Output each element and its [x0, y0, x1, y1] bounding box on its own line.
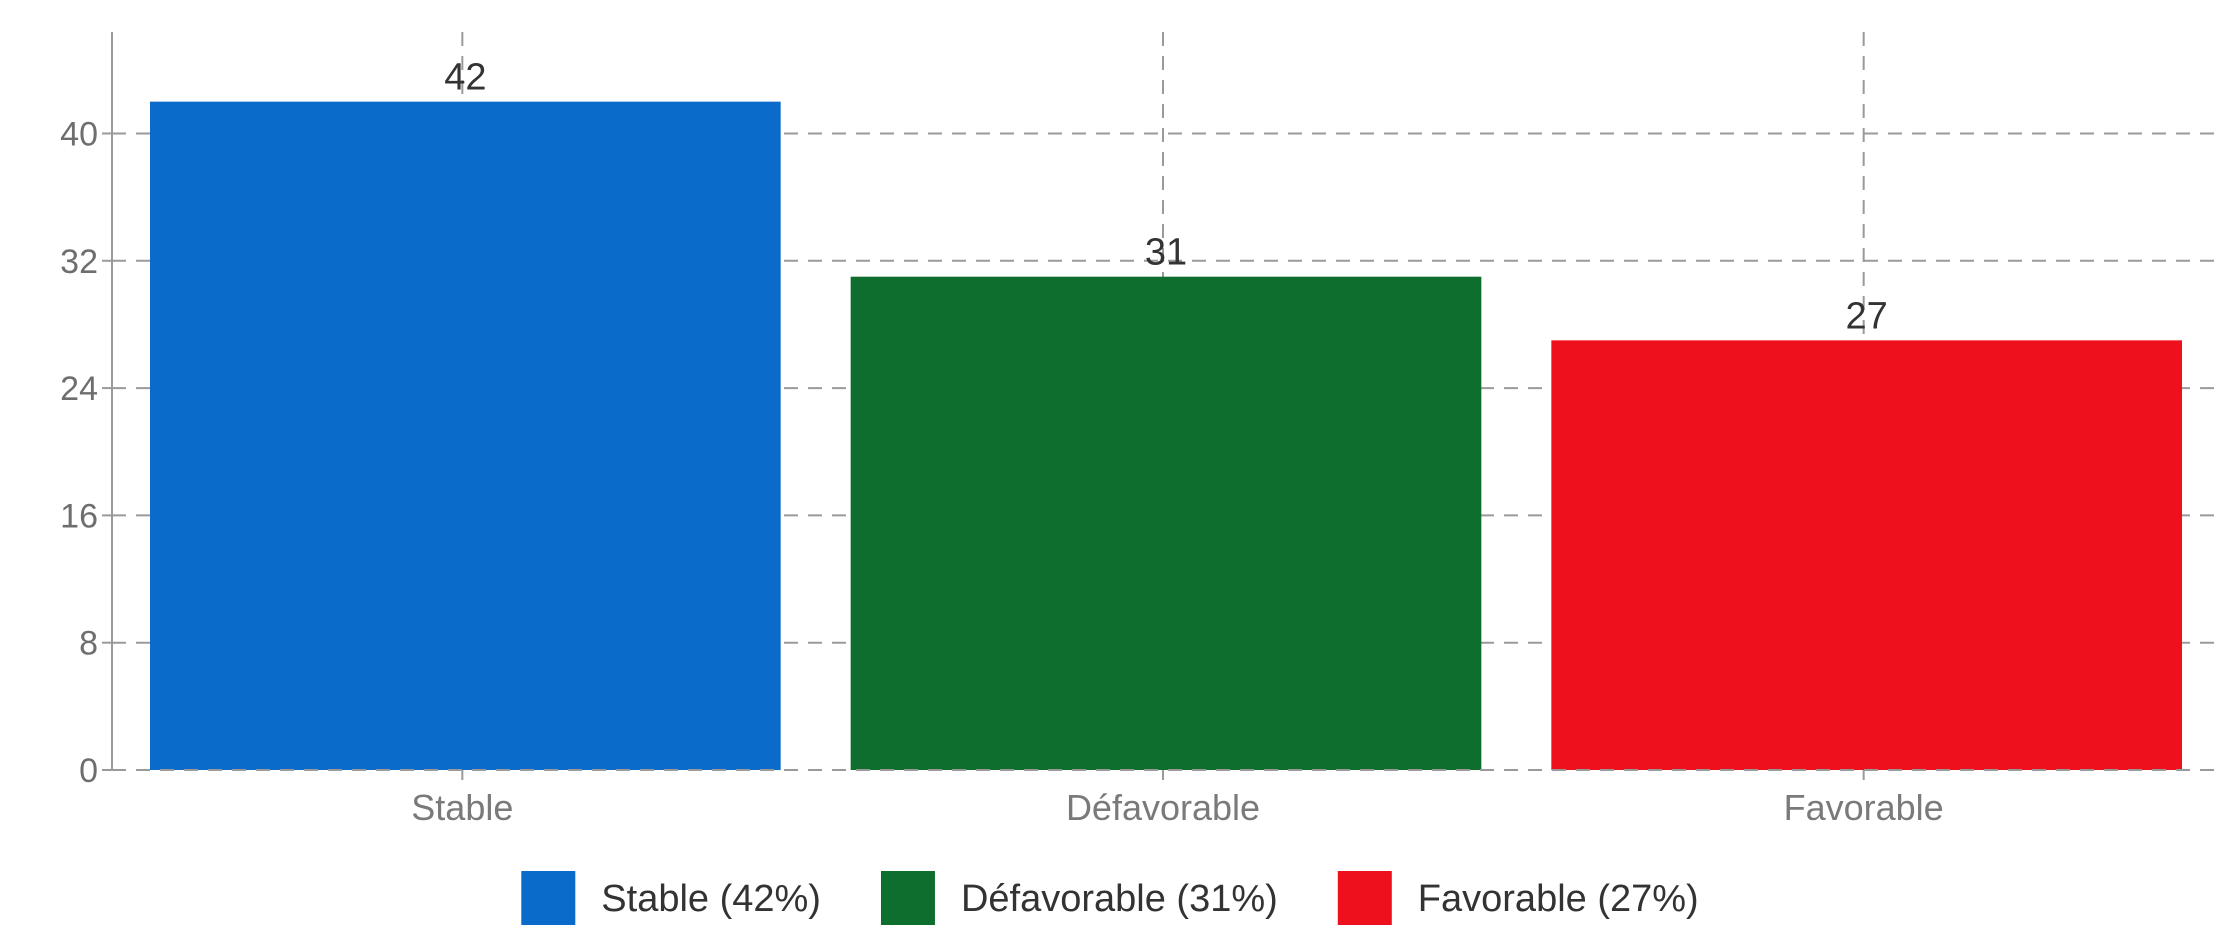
legend-label: Favorable (27%) — [1418, 878, 1699, 920]
y-tick-label: 16 — [60, 497, 98, 535]
legend-swatch — [880, 871, 935, 925]
bar-d-favorable — [850, 276, 1482, 770]
y-tick-label: 0 — [79, 752, 98, 790]
legend-label: Défavorable (31%) — [961, 878, 1278, 920]
legend: Stable (42%) Défavorable (31%) Favorable (… — [521, 871, 1699, 925]
legend-label: Stable (42%) — [601, 878, 821, 920]
y-tick-label: 40 — [60, 115, 98, 153]
x-tick-label: Favorable — [1784, 787, 1944, 828]
bar-stable — [150, 101, 781, 771]
legend-item: Favorable (27%) — [1337, 871, 1699, 925]
data-label: 31 — [1145, 232, 1187, 274]
y-tick-label: 24 — [60, 370, 98, 408]
legend-swatch — [521, 871, 576, 925]
legend-item: Stable (42%) — [521, 871, 821, 925]
legend-item: Défavorable (31%) — [880, 871, 1278, 925]
bar-favorable — [1551, 340, 2182, 770]
data-label: 42 — [444, 57, 486, 99]
x-tick-label: Stable — [411, 787, 513, 828]
y-tick-label: 8 — [79, 625, 98, 663]
legend-swatch — [1337, 871, 1392, 925]
data-labels: 42 31 27 — [444, 57, 1888, 338]
data-label: 27 — [1846, 295, 1888, 337]
x-tick-label: Défavorable — [1066, 787, 1260, 828]
bars — [150, 101, 2182, 771]
y-tick-label: 32 — [60, 243, 98, 281]
axes: 0 8 16 24 32 40 Stable Défavorable Favorable — [60, 32, 2214, 828]
